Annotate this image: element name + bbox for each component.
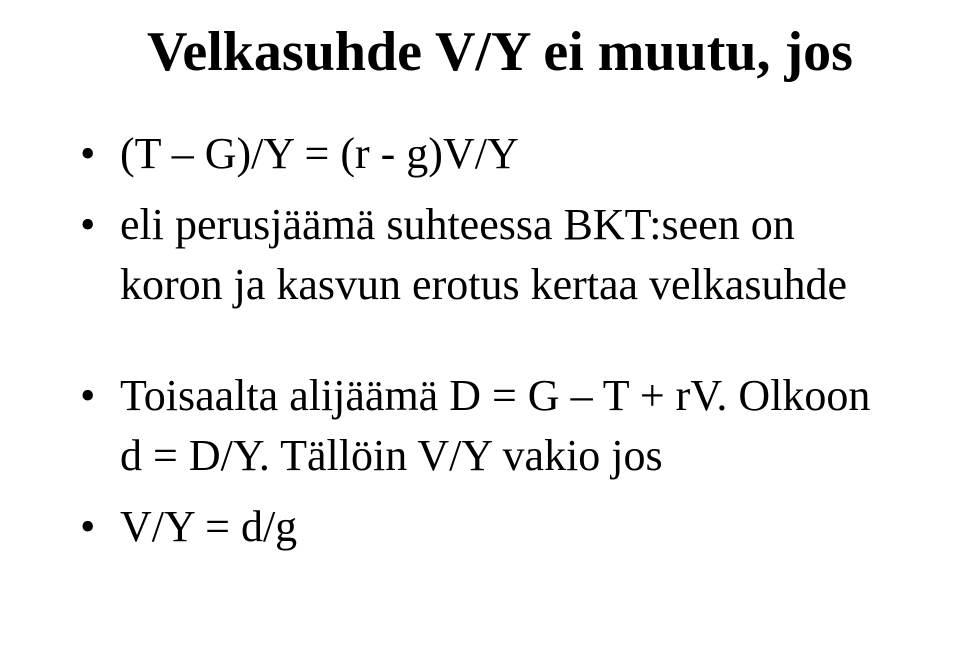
bullet-item: eli perusjäämä suhteessa BKT:seen on kor… bbox=[80, 195, 900, 314]
bullet-list: Toisaalta alijäämä D = G – T + rV. Olkoo… bbox=[60, 366, 900, 556]
bullet-item: (T – G)/Y = (r - g)V/Y bbox=[80, 124, 900, 183]
bullet-item: Toisaalta alijäämä D = G – T + rV. Olkoo… bbox=[80, 366, 900, 485]
slide-title: Velkasuhde V/Y ei muutu, jos bbox=[60, 20, 900, 84]
bullet-list: (T – G)/Y = (r - g)V/Y eli perusjäämä su… bbox=[60, 124, 900, 314]
slide: Velkasuhde V/Y ei muutu, jos (T – G)/Y =… bbox=[0, 0, 960, 646]
spacer bbox=[60, 326, 900, 366]
bullet-item: V/Y = d/g bbox=[80, 497, 900, 556]
